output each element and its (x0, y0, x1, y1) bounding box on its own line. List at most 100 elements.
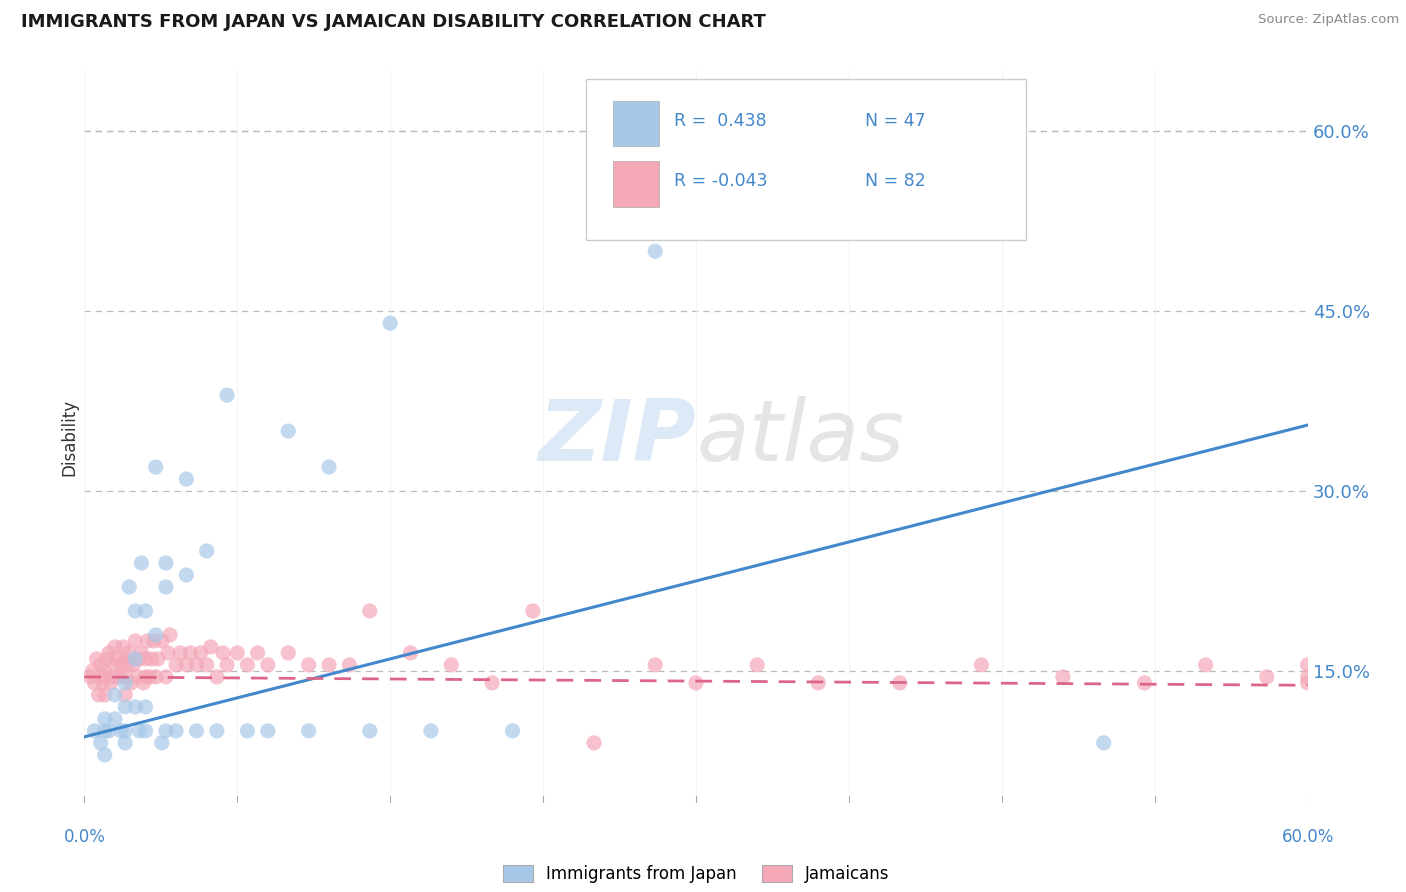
Point (90, 657, 112, 672)
Point (115, 657, 138, 672)
Point (176, 657, 198, 672)
Legend: Immigrants from Japan, Jamaicans: Immigrants from Japan, Jamaicans (496, 858, 896, 889)
Point (150, 736, 173, 750)
Point (128, 652, 150, 666)
Point (156, 646, 179, 660)
Point (104, 640, 127, 654)
Point (1133, 676, 1156, 690)
Point (155, 556, 177, 570)
Point (83, 676, 105, 690)
Point (226, 646, 249, 660)
Point (86, 652, 108, 666)
Point (79, 670, 101, 684)
Point (359, 723, 381, 738)
Point (136, 634, 159, 648)
Point (97, 723, 120, 738)
Point (124, 634, 146, 648)
Point (155, 580, 177, 594)
Point (481, 676, 503, 690)
Point (104, 688, 127, 702)
Point (100, 676, 122, 690)
Point (359, 604, 381, 618)
Point (91, 676, 114, 690)
Point (82, 664, 104, 678)
Point (685, 676, 707, 690)
Point (236, 657, 259, 672)
Text: N = 47: N = 47 (865, 112, 925, 130)
Point (159, 628, 181, 642)
Point (200, 640, 222, 654)
Point (114, 670, 136, 684)
Point (135, 604, 157, 618)
Point (277, 646, 299, 660)
Point (104, 657, 127, 672)
Point (135, 699, 157, 714)
Point (1296, 676, 1319, 690)
Point (644, 244, 666, 259)
Text: ZIP: ZIP (538, 395, 696, 479)
Point (93, 670, 117, 684)
Point (93, 664, 117, 678)
Point (142, 634, 165, 648)
Text: Source: ZipAtlas.com: Source: ZipAtlas.com (1258, 13, 1399, 27)
Point (114, 688, 136, 702)
Point (155, 723, 177, 738)
Text: 0.0%: 0.0% (63, 828, 105, 846)
Point (1092, 736, 1115, 750)
Point (135, 652, 157, 666)
Point (257, 657, 280, 672)
Point (298, 723, 321, 738)
Point (150, 634, 173, 648)
Point (165, 657, 187, 672)
Bar (613, 161, 659, 207)
Point (186, 657, 208, 672)
Point (108, 670, 131, 684)
Point (118, 580, 141, 594)
Point (93, 723, 117, 738)
Point (93, 712, 117, 726)
Point (502, 723, 524, 738)
Point (889, 676, 911, 690)
Point (440, 657, 463, 672)
Point (114, 736, 136, 750)
Point (110, 657, 132, 672)
Point (190, 646, 212, 660)
Point (176, 472, 198, 486)
Point (96, 652, 118, 666)
Point (1195, 657, 1218, 672)
Point (807, 676, 830, 690)
Point (101, 670, 124, 684)
Text: R = -0.043: R = -0.043 (673, 172, 768, 190)
Point (205, 670, 228, 684)
Point (298, 657, 321, 672)
Point (114, 676, 136, 690)
Point (104, 712, 127, 726)
Point (195, 657, 218, 672)
Point (83, 723, 105, 738)
Point (807, 184, 830, 198)
Point (124, 699, 146, 714)
Text: 60.0%: 60.0% (1281, 828, 1334, 846)
Point (747, 657, 769, 672)
Point (135, 723, 157, 738)
Point (212, 646, 235, 660)
Point (135, 670, 157, 684)
Point (114, 652, 136, 666)
Point (127, 670, 149, 684)
Bar (613, 101, 659, 146)
Point (145, 670, 167, 684)
Point (93, 688, 117, 702)
Point (1256, 670, 1278, 684)
Point (420, 723, 443, 738)
Point (176, 568, 198, 582)
Point (97, 646, 120, 660)
Point (131, 646, 153, 660)
Point (169, 646, 191, 660)
Point (93, 747, 117, 762)
Point (246, 646, 269, 660)
Point (124, 652, 146, 666)
Point (380, 316, 402, 330)
Point (165, 723, 187, 738)
Point (155, 670, 177, 684)
Point (277, 424, 299, 438)
